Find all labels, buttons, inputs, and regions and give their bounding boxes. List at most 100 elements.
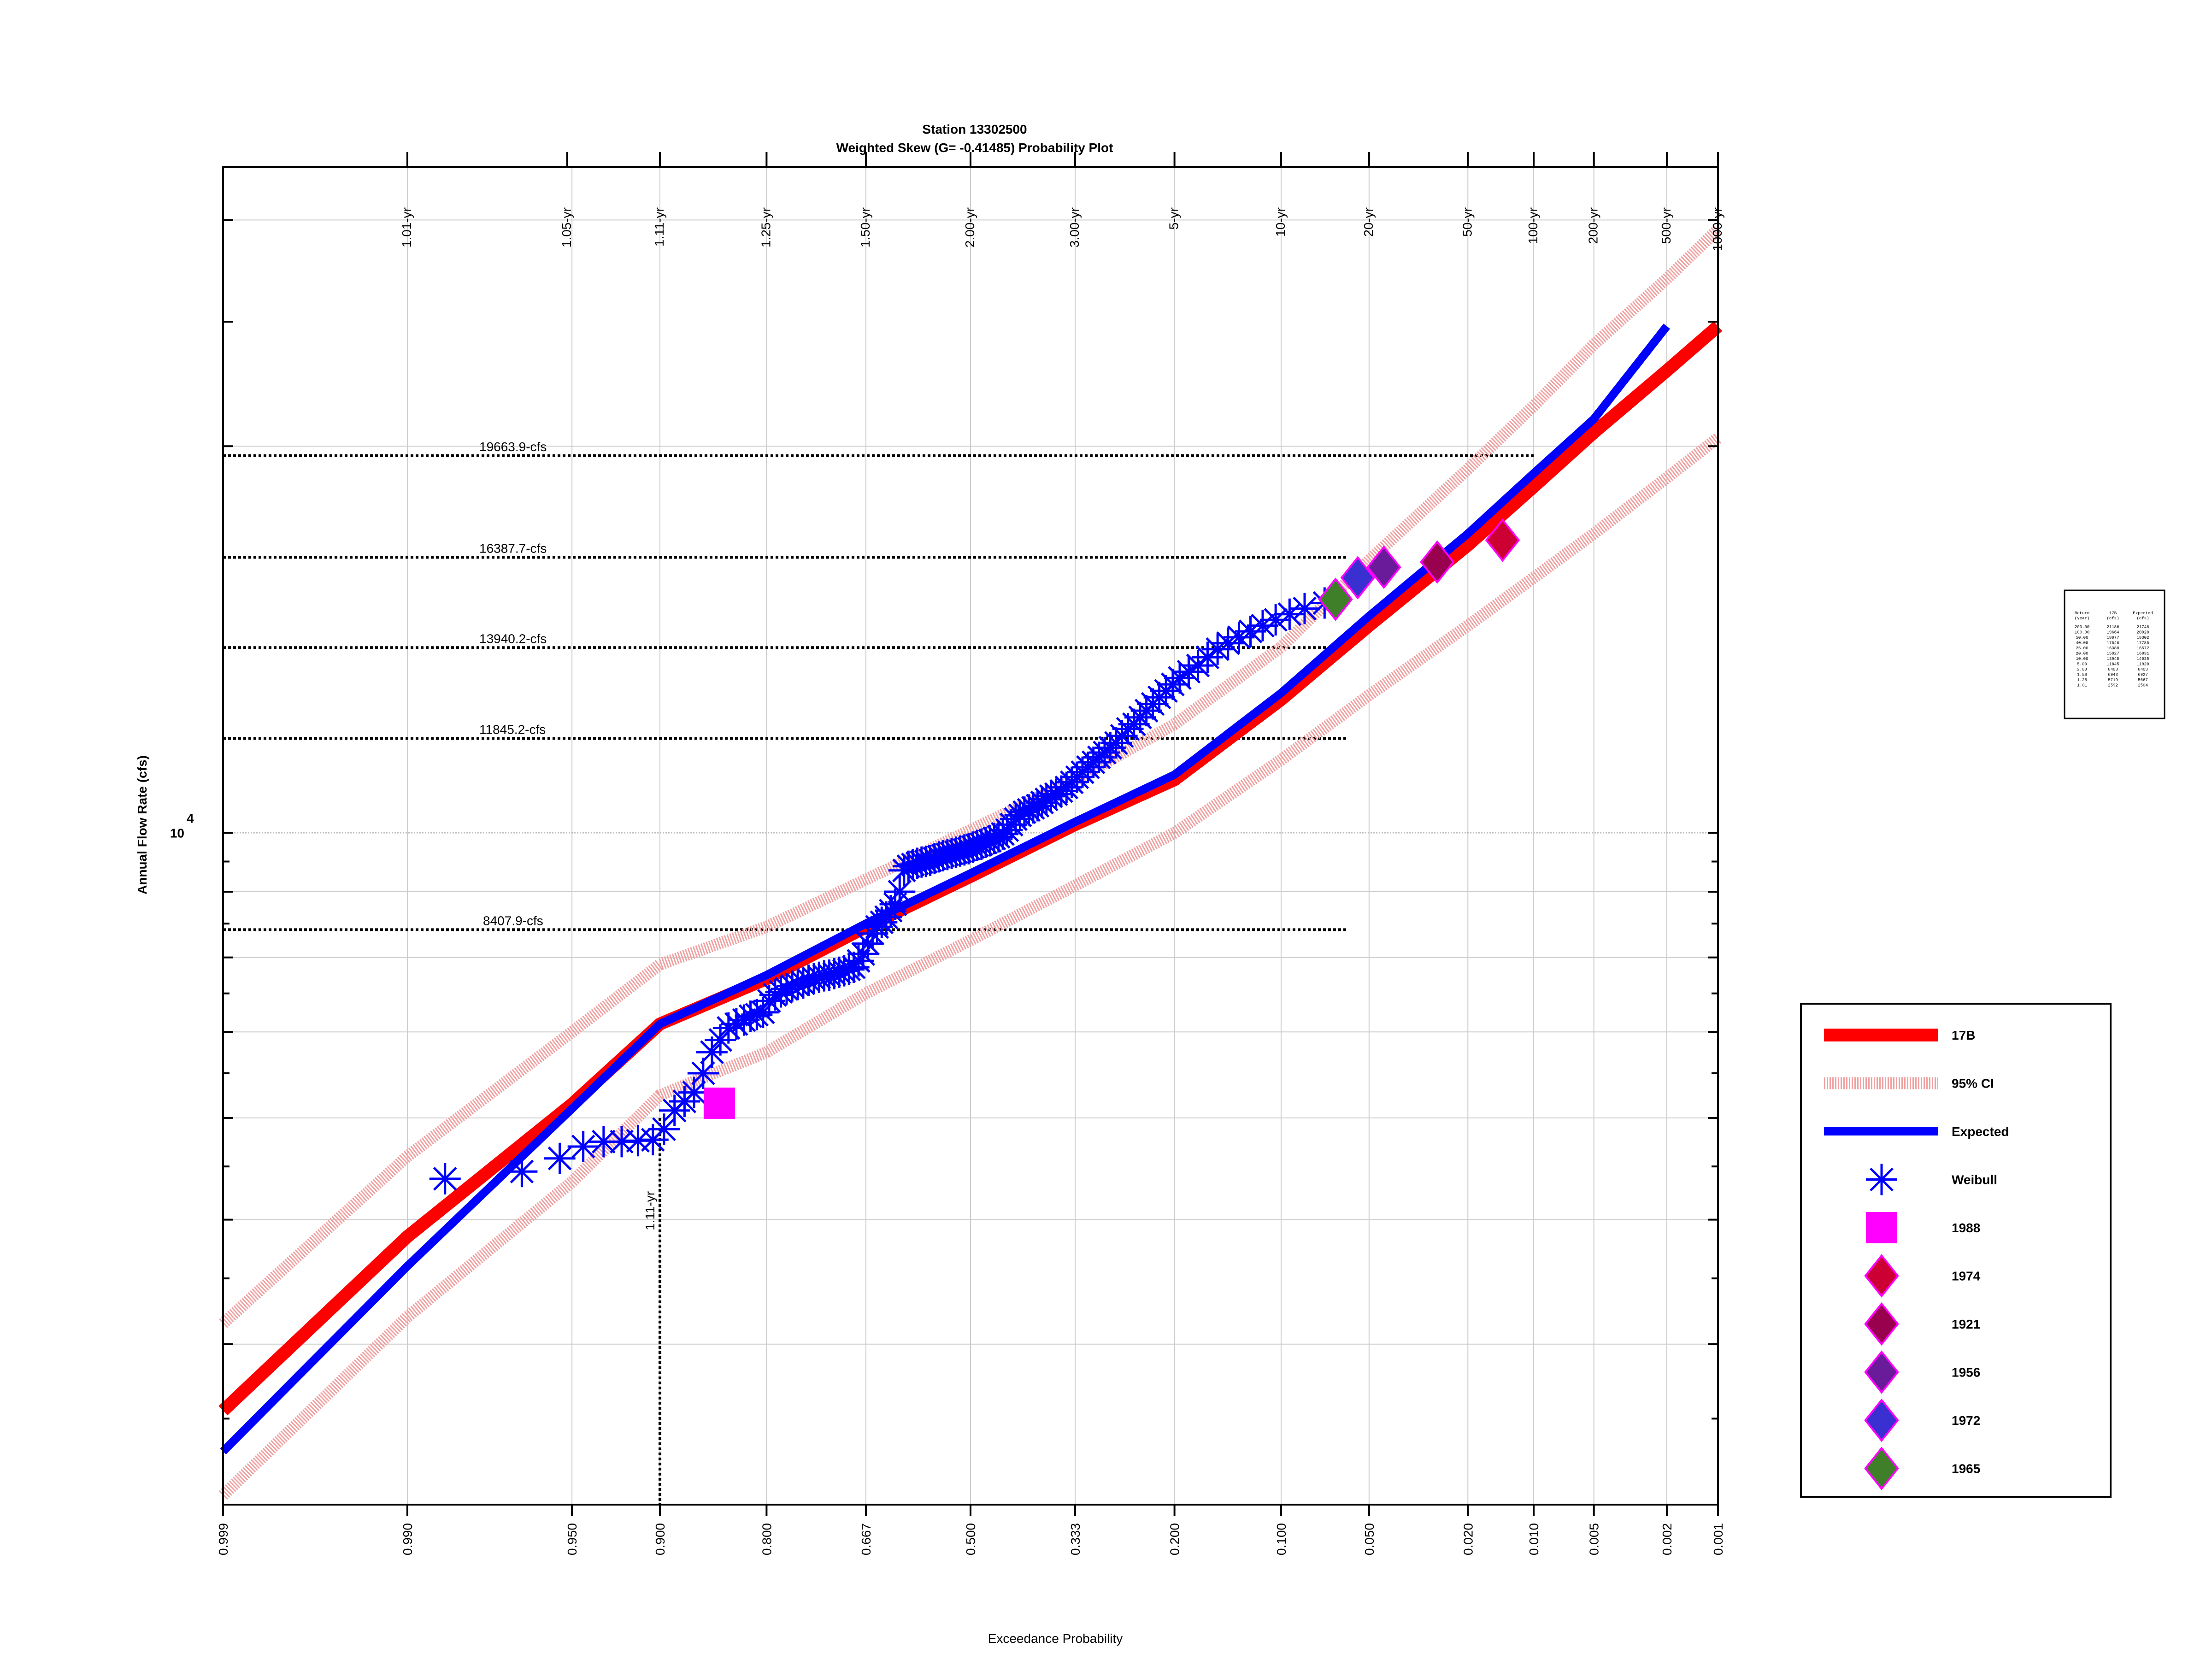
legend-swatch-1921 bbox=[1864, 1302, 1899, 1346]
x-tick-label: 0.667 bbox=[859, 1523, 873, 1555]
weibull-point bbox=[1008, 796, 1040, 828]
table-cell: 40.00 bbox=[2076, 641, 2088, 646]
x-tick-label: 0.001 bbox=[1711, 1523, 1725, 1555]
x-tick-label: 0.020 bbox=[1461, 1523, 1475, 1555]
x-tick-label: 0.950 bbox=[565, 1523, 579, 1555]
weibull-point bbox=[1035, 780, 1067, 812]
table-cell: 16572 bbox=[2136, 646, 2149, 651]
weibull-point bbox=[884, 876, 916, 907]
ci-lower-line bbox=[218, 433, 1722, 1500]
table-cell: 25.00 bbox=[2076, 646, 2088, 651]
reference-line-label: 19663.9-cfs bbox=[479, 440, 547, 454]
return-period-label: 1.25-yr bbox=[759, 207, 773, 247]
table-cell: 2.00 bbox=[2077, 667, 2087, 672]
table-cell: 2504 bbox=[2138, 683, 2148, 688]
weibull-point bbox=[1260, 604, 1292, 636]
weibull-point bbox=[1289, 593, 1321, 624]
reference-line-label: 13940.2-cfs bbox=[479, 631, 547, 646]
return-period-label: 2.00-yr bbox=[963, 207, 977, 247]
summary-table-box bbox=[2064, 589, 2165, 719]
table-cell: 5667 bbox=[2138, 678, 2148, 682]
table-cell: 100.00 bbox=[2075, 630, 2089, 635]
table-cell: 200.00 bbox=[2075, 625, 2089, 629]
weibull-point bbox=[1247, 610, 1278, 641]
weibull-point bbox=[429, 1163, 461, 1194]
table-cell: 6943 bbox=[2108, 673, 2118, 677]
table-header: Return bbox=[2075, 611, 2089, 616]
legend-swatch-1965 bbox=[1864, 1447, 1899, 1490]
return-period-label: 1.05-yr bbox=[559, 207, 574, 247]
weibull-point bbox=[813, 959, 845, 991]
table-header: 17B bbox=[2109, 611, 2117, 616]
return-period-label: 1.01-yr bbox=[400, 207, 414, 247]
table-cell: 1.25 bbox=[2077, 678, 2087, 682]
return-period-label: 50-yr bbox=[1460, 207, 1474, 237]
weibull-point bbox=[1164, 662, 1195, 694]
series-line-expected bbox=[220, 324, 1671, 1454]
legend-label-weibull: Weibull bbox=[1952, 1173, 1997, 1187]
table-cell: 6927 bbox=[2138, 673, 2148, 677]
table-cell: 11845 bbox=[2106, 662, 2119, 667]
table-cell: 21748 bbox=[2136, 625, 2149, 629]
weibull-point bbox=[735, 1000, 766, 1032]
table-cell: 17785 bbox=[2136, 641, 2149, 646]
legend-swatch-weibull bbox=[1866, 1164, 1897, 1195]
table-cell: 11920 bbox=[2136, 662, 2149, 667]
legend-label-1972: 1972 bbox=[1952, 1413, 1980, 1428]
marker-1965 bbox=[1318, 577, 1353, 621]
table-cell: 1.50 bbox=[2077, 673, 2087, 677]
weibull-point bbox=[803, 961, 835, 993]
table-cell: 2592 bbox=[2108, 683, 2118, 688]
table-cell: 1.01 bbox=[2077, 683, 2087, 688]
return-period-label: 3.00-yr bbox=[1067, 207, 1082, 247]
return-period-label: 1.11-yr bbox=[652, 207, 666, 247]
legend-label-1988: 1988 bbox=[1952, 1221, 1980, 1235]
table-cell: 5.00 bbox=[2077, 662, 2087, 667]
weibull-point bbox=[759, 979, 791, 1011]
weibull-point bbox=[687, 1057, 719, 1089]
x-tick-label: 0.100 bbox=[1274, 1523, 1288, 1555]
legend-swatch-1972 bbox=[1864, 1398, 1899, 1442]
y-axis-title: Annual Flow Rate (cfs) bbox=[135, 755, 149, 894]
table-header-unit: (year) bbox=[2075, 616, 2089, 621]
legend-label-1965: 1965 bbox=[1952, 1462, 1980, 1476]
table-cell: 20028 bbox=[2136, 630, 2149, 635]
weibull-point bbox=[544, 1142, 576, 1174]
return-period-label: 100-yr bbox=[1526, 207, 1540, 244]
y-tick-label-base: 10 bbox=[170, 826, 184, 840]
x-tick-label: 0.005 bbox=[1587, 1523, 1601, 1555]
marker-1972 bbox=[1340, 556, 1376, 600]
table-cell: 13940 bbox=[2106, 657, 2119, 661]
legend-label-95% ci: 95% CI bbox=[1952, 1077, 1994, 1091]
return-period-label: 10-yr bbox=[1273, 207, 1288, 237]
table-cell: 8408 bbox=[2138, 667, 2148, 672]
return-period-label: 1.50-yr bbox=[858, 207, 872, 247]
legend-label-expected: Expected bbox=[1952, 1124, 2009, 1139]
reference-line-label: 16387.7-cfs bbox=[479, 541, 547, 555]
legend-swatch-1988 bbox=[1866, 1212, 1897, 1243]
weibull-point bbox=[1173, 656, 1205, 688]
marker-1974 bbox=[1485, 518, 1520, 562]
legend-label-1921: 1921 bbox=[1952, 1317, 1980, 1331]
return-period-label: 20-yr bbox=[1361, 207, 1376, 237]
x-tick-label: 0.200 bbox=[1168, 1523, 1182, 1555]
table-header-unit: (cfs) bbox=[2136, 616, 2149, 621]
x-tick-label: 0.900 bbox=[653, 1523, 667, 1555]
weibull-point bbox=[567, 1130, 599, 1162]
x-tick-label: 0.800 bbox=[759, 1523, 774, 1555]
table-header-unit: (cfs) bbox=[2106, 616, 2119, 621]
weibull-point bbox=[879, 888, 911, 920]
table-cell: 20.00 bbox=[2076, 652, 2088, 656]
table-cell: 8408 bbox=[2108, 667, 2118, 672]
legend-swatch-1974 bbox=[1864, 1254, 1899, 1298]
chart-subtitle: Weighted Skew (G= -0.41485) Probability … bbox=[836, 141, 1113, 155]
x-axis-title: Exceedance Probability bbox=[988, 1631, 1123, 1646]
marker-1956 bbox=[1366, 545, 1401, 589]
weibull-point bbox=[506, 1156, 538, 1188]
x-tick-label: 0.500 bbox=[964, 1523, 978, 1555]
chart-title: Station 13302500 bbox=[922, 122, 1027, 136]
legend-label-17b: 17B bbox=[1952, 1028, 1975, 1042]
table-cell: 15927 bbox=[2106, 652, 2119, 656]
table-cell: 10.00 bbox=[2076, 657, 2088, 661]
